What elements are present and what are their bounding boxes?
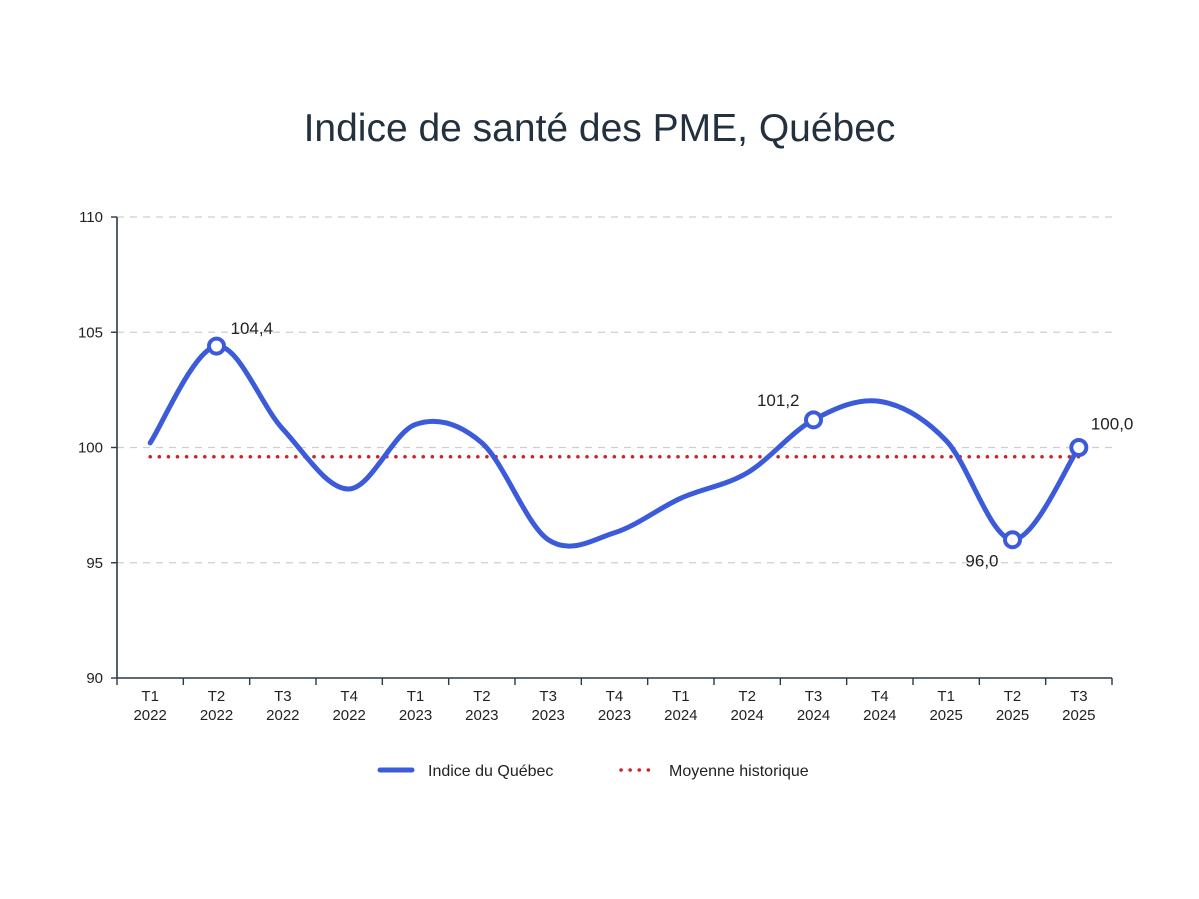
data-label: 96,0: [965, 552, 998, 571]
data-point-marker: [1069, 438, 1089, 457]
y-tick-label: 105: [78, 324, 103, 341]
x-tick-label-year: 2024: [863, 707, 896, 724]
x-tick-label-year: 2023: [598, 707, 631, 724]
x-tick-label-quarter: T3: [539, 688, 557, 705]
x-tick-label-year: 2024: [664, 707, 697, 724]
x-tick-label: T3 2024: [797, 688, 830, 724]
x-tick-label: T1 2022: [133, 688, 166, 724]
x-tick-label: T1 2023: [399, 688, 432, 724]
x-tick-label-year: 2023: [465, 707, 498, 724]
x-tick-label: T2 2025: [996, 688, 1029, 724]
x-tick-label: T4 2022: [332, 688, 365, 724]
x-tick-label-quarter: T1: [937, 688, 955, 705]
x-tick-label-year: 2023: [531, 707, 564, 724]
x-tick-label-year: 2022: [133, 707, 166, 724]
x-tick-label: T2 2023: [465, 688, 498, 724]
x-tick-label-quarter: T2: [473, 688, 491, 705]
data-point-marker: [1003, 530, 1022, 550]
data-label: 101,2: [757, 391, 800, 410]
data-point-marker: [804, 410, 823, 430]
x-tick-label: T2 2024: [730, 688, 763, 724]
x-tick-label-year: 2023: [399, 707, 432, 724]
x-tick-label: T1 2025: [929, 688, 962, 724]
x-tick-label: T3 2025: [1062, 688, 1095, 724]
x-tick-label-year: 2022: [266, 707, 299, 724]
data-point-marker: [207, 336, 226, 356]
y-tick-label: 110: [79, 209, 103, 226]
x-tick-label-year: 2022: [200, 707, 233, 724]
x-tick-label-quarter: T2: [738, 688, 756, 705]
x-tick-label: T3 2022: [266, 688, 299, 724]
x-tick-label-year: 2022: [332, 707, 365, 724]
x-tick-label-year: 2025: [929, 707, 962, 724]
legend-label-indice-du-quebec: Indice du Québec: [428, 763, 553, 780]
x-tick-label: T2 2022: [200, 688, 233, 724]
x-tick-label-quarter: T1: [141, 688, 159, 705]
x-tick-label-quarter: T2: [208, 688, 226, 705]
data-label: 104,4: [231, 319, 274, 338]
chart-title: Indice de santé des PME, Québec: [303, 107, 896, 150]
x-tick-label-quarter: T2: [1004, 688, 1022, 705]
x-tick-label-year: 2024: [797, 707, 830, 724]
x-tick-label-quarter: T3: [274, 688, 292, 705]
x-tick-label-quarter: T3: [805, 688, 823, 705]
y-tick-label: 90: [86, 670, 103, 687]
x-tick-label-year: 2025: [996, 707, 1029, 724]
x-tick-label-year: 2024: [730, 707, 763, 724]
series-line-indice-du-quebec: [147, 343, 1082, 549]
x-tick-label: T1 2024: [664, 688, 697, 724]
y-tick-label: 95: [86, 555, 103, 572]
x-tick-label-quarter: T4: [606, 688, 624, 705]
x-tick-label-quarter: T1: [407, 688, 425, 705]
x-tick-label: T3 2023: [531, 688, 564, 724]
x-tick-label-quarter: T4: [340, 688, 358, 705]
data-label: 100,0: [1091, 415, 1134, 434]
x-tick-label-year: 2025: [1062, 707, 1095, 724]
x-tick-label-quarter: T1: [672, 688, 690, 705]
x-tick-label: T4 2024: [863, 688, 896, 724]
x-tick-label: T4 2023: [598, 688, 631, 724]
x-tick-label-quarter: T3: [1070, 688, 1088, 705]
x-tick-label-quarter: T4: [871, 688, 889, 705]
y-tick-label: 100: [78, 440, 103, 457]
legend-label-moyenne-historique: Moyenne historique: [669, 763, 809, 780]
